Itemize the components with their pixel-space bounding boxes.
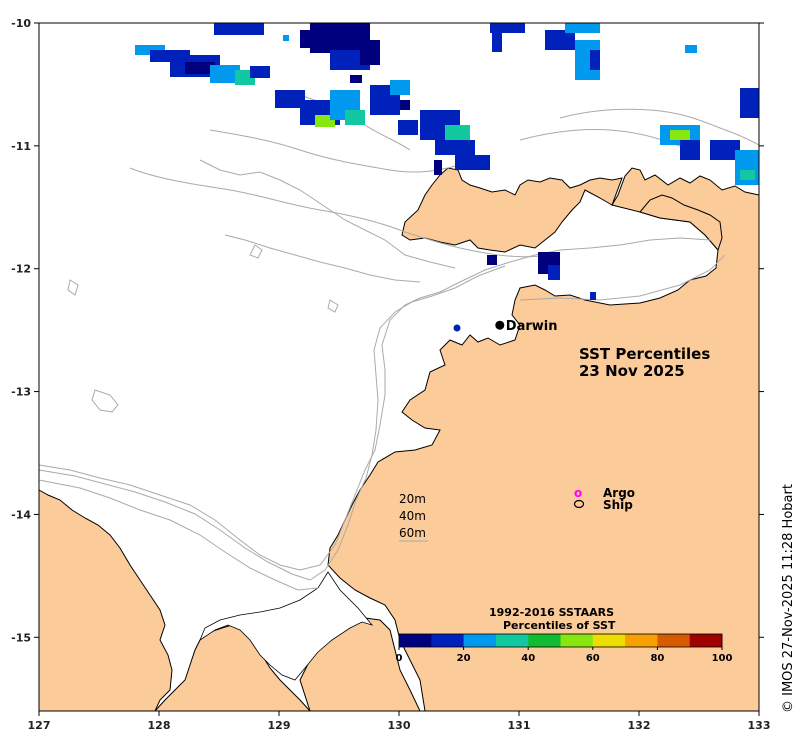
colorbar-tick-label: 100 (712, 653, 733, 664)
ship-symbol (573, 499, 585, 509)
argo-symbol: o (574, 486, 582, 500)
map-axes: 127 128 129 130 131 132 133 -10 -11 -12 -13 -14 -15 (11, 17, 770, 732)
colorbar-swatch (592, 634, 626, 647)
ship-legend-label: Ship (603, 498, 633, 512)
darwin-label: Darwin (506, 319, 558, 334)
lon-tick-label: 131 (508, 719, 531, 732)
lon-tick-label: 127 (28, 719, 51, 732)
sst-pixels (135, 23, 759, 300)
colorbar-swatch (431, 634, 465, 647)
lon-tick-label: 129 (268, 719, 291, 732)
map-title-line1: SST Percentiles (579, 345, 710, 363)
depth-label-40m: 40m (399, 509, 426, 523)
colorbar: 0 20 40 60 80 100 (396, 633, 733, 664)
lat-tick-label: -15 (11, 631, 31, 644)
colorbar-tick-label: 80 (650, 653, 664, 664)
colorbar-title-line2: Percentiles of SST (503, 619, 616, 632)
lat-tick-label: -11 (11, 140, 31, 153)
depth-label-60m: 60m (399, 526, 426, 540)
imos-credit: © IMOS 27-Nov-2025 11:28 Hobart (781, 484, 796, 713)
darwin-marker (495, 320, 505, 330)
lat-tick-label: -10 (11, 17, 31, 30)
lat-tick-label: -13 (11, 386, 31, 399)
depth-label-20m: 20m (399, 492, 426, 506)
colorbar-border (398, 633, 723, 648)
map-title-line2: 23 Nov 2025 (579, 362, 685, 380)
lat-tick-label: -12 (11, 263, 31, 276)
joseph-bonaparte-gulf-water (199, 571, 374, 681)
colorbar-swatch (625, 634, 658, 647)
colorbar-swatch (560, 634, 594, 647)
colorbar-swatch (528, 634, 561, 647)
colorbar-tick-label: 0 (396, 653, 403, 664)
lon-tick-label: 130 (388, 719, 411, 732)
colorbar-tick-label: 60 (586, 653, 600, 664)
colorbar-swatch (495, 634, 529, 647)
lat-tick-label: -14 (11, 508, 31, 521)
colorbar-title-line1: 1992-2016 SSTAARS (489, 606, 614, 619)
colorbar-swatch (463, 634, 497, 647)
colorbar-tick-label: 20 (457, 653, 471, 664)
colorbar-swatch (399, 634, 432, 647)
colorbar-tick-label: 40 (521, 653, 535, 664)
colorbar-swatch (657, 634, 691, 647)
bathurst-marker (453, 324, 461, 332)
argo-legend-label: Argo (603, 486, 635, 500)
lon-tick-label: 133 (748, 719, 771, 732)
lon-tick-label: 132 (628, 719, 651, 732)
lon-tick-label: 128 (148, 719, 171, 732)
colorbar-swatch (689, 634, 723, 647)
